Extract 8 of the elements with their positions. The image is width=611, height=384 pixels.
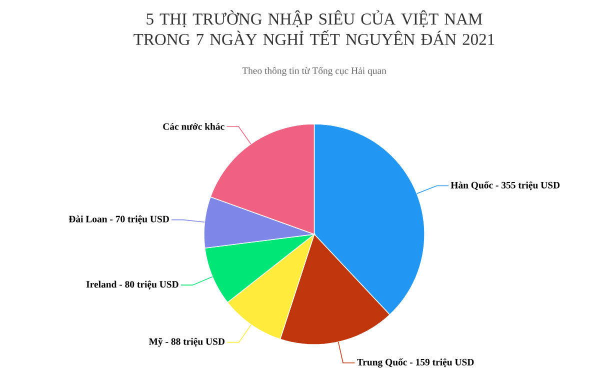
- slice-label: Mỹ - 88 triệu USD: [148, 338, 224, 347]
- slice-label: Các nước khác: [163, 123, 224, 130]
- slice-label: Đài Loan - 70 triệu USD: [68, 216, 169, 224]
- slice-label: Hàn Quốc - 355 triệu USD: [450, 181, 560, 190]
- slice-label: Trung Quốc - 159 triệu USD: [357, 358, 474, 368]
- chart-subtitle: Theo thông tin từ Tổng cục Hải quan: [242, 67, 386, 76]
- chart-title: 5 THỊ TRƯỜNG NHẬP SIÊU CỦA VIỆT NAM TRONG 7 NGÀY NGHỈ TẾT NGUYÊN ĐÁN 2021: [134, 10, 494, 46]
- slice-label: Ireland - 80 triệu USD: [86, 280, 178, 290]
